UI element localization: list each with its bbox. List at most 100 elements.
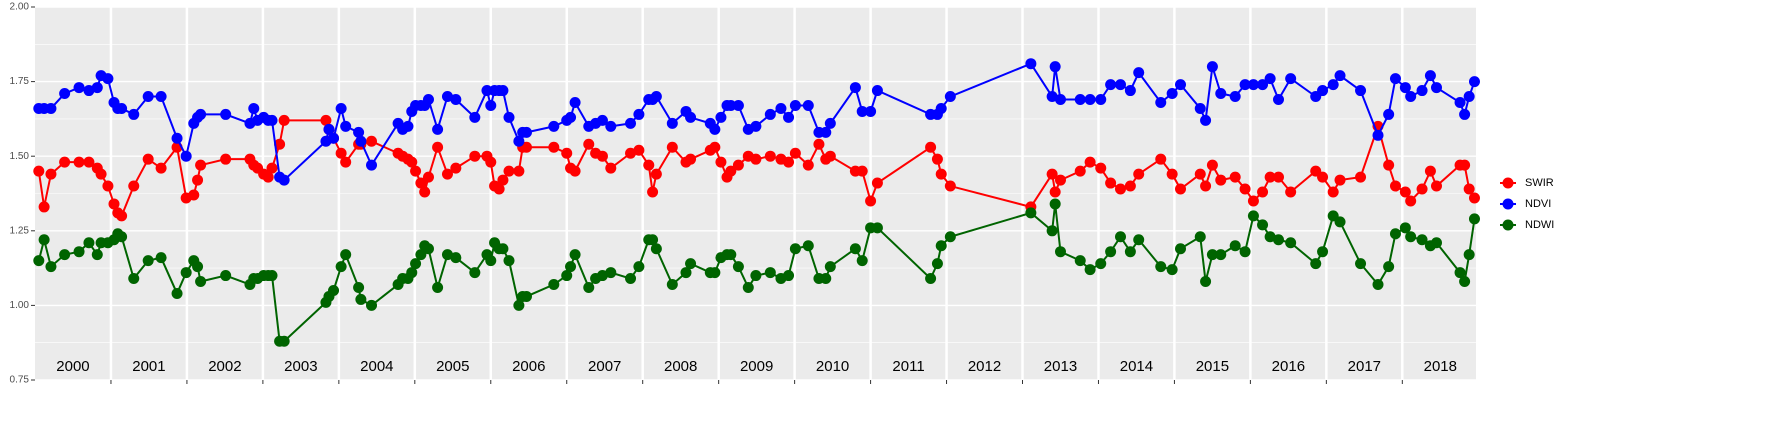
point [633, 261, 645, 273]
point [666, 279, 678, 291]
point [1459, 159, 1471, 171]
point [715, 111, 727, 123]
point [497, 243, 509, 255]
point [353, 281, 365, 293]
point [1285, 73, 1297, 85]
point [1257, 79, 1269, 91]
point [1317, 85, 1329, 97]
point [1463, 183, 1475, 195]
point [366, 299, 378, 311]
year-label: 2001 [132, 358, 165, 375]
point [685, 111, 697, 123]
legend-label: NDWI [1525, 219, 1554, 231]
point [1054, 94, 1066, 106]
point [820, 273, 832, 285]
point [1239, 246, 1251, 258]
point [278, 174, 290, 186]
point [59, 88, 71, 100]
point [1355, 85, 1367, 97]
point [1074, 255, 1086, 267]
point [1389, 228, 1401, 240]
point [410, 258, 422, 270]
point [925, 273, 937, 285]
point [685, 258, 697, 270]
point [1247, 195, 1259, 207]
point [1459, 108, 1471, 120]
point [481, 85, 493, 97]
year-label: 2010 [816, 358, 849, 375]
point [625, 117, 637, 129]
point [1105, 177, 1117, 189]
point [1355, 258, 1367, 270]
point [33, 165, 45, 177]
point [1206, 61, 1218, 73]
point [856, 255, 868, 267]
point [783, 111, 795, 123]
point [1239, 79, 1251, 91]
year-label: 2011 [892, 358, 924, 375]
point [709, 123, 721, 135]
point [1114, 79, 1126, 91]
point [709, 141, 721, 153]
point [38, 201, 50, 213]
point [1049, 61, 1061, 73]
y-tick-label: 1.00 [10, 300, 30, 311]
point [441, 249, 453, 261]
point [266, 270, 278, 282]
point [45, 261, 57, 273]
year-label: 2007 [588, 358, 621, 375]
point [450, 94, 462, 106]
point [195, 108, 207, 120]
point [180, 150, 192, 162]
point [1239, 183, 1251, 195]
point [422, 94, 434, 106]
point [643, 159, 655, 171]
point [565, 261, 577, 273]
point [1257, 219, 1269, 231]
point [775, 102, 787, 114]
point [155, 162, 167, 174]
point [1416, 234, 1428, 246]
point [195, 276, 207, 288]
point [685, 153, 697, 165]
point [83, 237, 95, 249]
point [1430, 180, 1442, 192]
year-label: 2006 [512, 358, 545, 375]
point [513, 299, 525, 311]
point [1049, 186, 1061, 198]
point [422, 243, 434, 255]
y-tick-label: 1.50 [10, 151, 30, 162]
point [596, 150, 608, 162]
point [650, 168, 662, 180]
point [1229, 91, 1241, 103]
point [944, 91, 956, 103]
point [192, 261, 204, 273]
point [128, 180, 140, 192]
point [355, 293, 367, 305]
point [1399, 82, 1411, 94]
point [856, 105, 868, 117]
point [871, 222, 883, 234]
point [1074, 94, 1086, 106]
point [1175, 243, 1187, 255]
point [1046, 225, 1058, 237]
point [596, 114, 608, 126]
point [1247, 210, 1259, 222]
year-label: 2008 [664, 358, 697, 375]
point [274, 138, 286, 150]
point [1194, 102, 1206, 114]
point [155, 91, 167, 103]
point [849, 243, 861, 255]
point [856, 165, 868, 177]
point [709, 267, 721, 279]
point [102, 180, 114, 192]
point [432, 281, 444, 293]
point [142, 153, 154, 165]
point [605, 120, 617, 132]
point [340, 156, 352, 168]
point [583, 281, 595, 293]
point [1405, 195, 1417, 207]
point [1372, 279, 1384, 291]
point [1046, 168, 1058, 180]
point [666, 117, 678, 129]
